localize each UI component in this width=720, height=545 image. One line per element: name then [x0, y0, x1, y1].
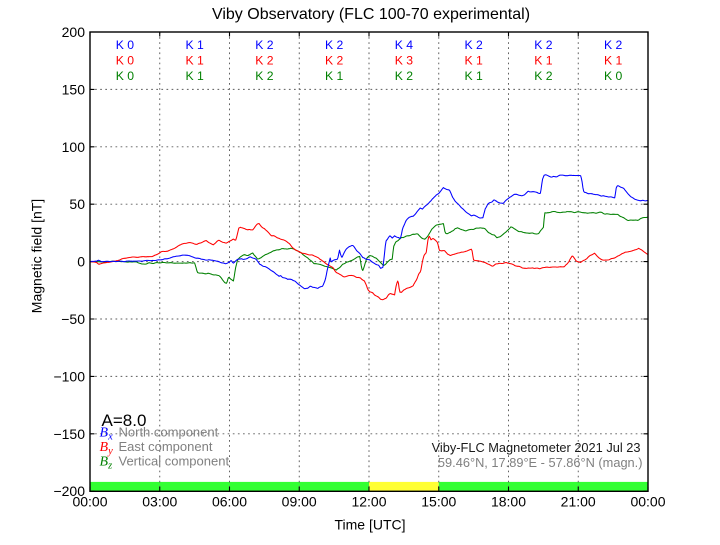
- svg-text:K 2: K 2: [395, 69, 414, 83]
- svg-text:−150: −150: [53, 426, 85, 442]
- svg-text:K 0: K 0: [116, 53, 135, 67]
- svg-text:K 2: K 2: [604, 38, 623, 52]
- svg-text:K 0: K 0: [116, 38, 135, 52]
- svg-text:Magnetic field [nT]: Magnetic field [nT]: [29, 199, 45, 313]
- svg-text:K 2: K 2: [325, 38, 344, 52]
- svg-text:K 2: K 2: [255, 69, 274, 83]
- svg-text:K 1: K 1: [464, 69, 483, 83]
- svg-text:K 3: K 3: [395, 53, 414, 67]
- svg-text:North component: North component: [119, 424, 219, 439]
- svg-text:0: 0: [77, 254, 85, 270]
- svg-text:59.46°N, 17.89°E - 57.86°N (ma: 59.46°N, 17.89°E - 57.86°N (magn.): [438, 455, 643, 470]
- svg-text:K 2: K 2: [534, 69, 553, 83]
- svg-text:Viby Observatory (FLC 100-70 e: Viby Observatory (FLC 100-70 experimenta…: [212, 6, 530, 23]
- svg-text:K 1: K 1: [604, 53, 623, 67]
- svg-text:00:00: 00:00: [72, 494, 107, 510]
- svg-text:Viby-FLC Magnetometer 2021 Jul: Viby-FLC Magnetometer 2021 Jul 23: [432, 440, 641, 455]
- svg-text:03:00: 03:00: [142, 494, 177, 510]
- svg-text:06:00: 06:00: [212, 494, 247, 510]
- svg-text:Time [UTC]: Time [UTC]: [334, 517, 405, 533]
- svg-text:K 1: K 1: [325, 69, 344, 83]
- svg-text:K 2: K 2: [325, 53, 344, 67]
- svg-text:K 1: K 1: [185, 53, 204, 67]
- svg-text:K 1: K 1: [464, 53, 483, 67]
- svg-text:200: 200: [62, 24, 86, 40]
- svg-text:100: 100: [62, 139, 86, 155]
- svg-text:K 2: K 2: [534, 38, 553, 52]
- svg-text:50: 50: [69, 196, 85, 212]
- svg-text:K 1: K 1: [534, 53, 553, 67]
- svg-text:09:00: 09:00: [282, 494, 317, 510]
- svg-text:−50: −50: [61, 311, 85, 327]
- svg-text:K 0: K 0: [116, 69, 135, 83]
- svg-text:A=8.0: A=8.0: [102, 411, 147, 430]
- svg-text:12:00: 12:00: [351, 494, 386, 510]
- svg-text:K 1: K 1: [185, 38, 204, 52]
- svg-text:150: 150: [62, 81, 86, 97]
- svg-text:K 1: K 1: [185, 69, 204, 83]
- svg-text:15:00: 15:00: [421, 494, 456, 510]
- svg-text:18:00: 18:00: [491, 494, 526, 510]
- svg-text:−100: −100: [53, 368, 85, 384]
- svg-text:K 2: K 2: [464, 38, 483, 52]
- svg-text:21:00: 21:00: [561, 494, 596, 510]
- svg-text:K 0: K 0: [604, 69, 623, 83]
- svg-text:K 2: K 2: [255, 38, 274, 52]
- svg-text:East component: East component: [119, 439, 213, 454]
- svg-text:K 2: K 2: [255, 53, 274, 67]
- svg-text:Vertical component: Vertical component: [119, 454, 230, 469]
- svg-text:K 4: K 4: [395, 38, 414, 52]
- svg-text:−200: −200: [53, 483, 85, 499]
- svg-text:00:00: 00:00: [630, 494, 665, 510]
